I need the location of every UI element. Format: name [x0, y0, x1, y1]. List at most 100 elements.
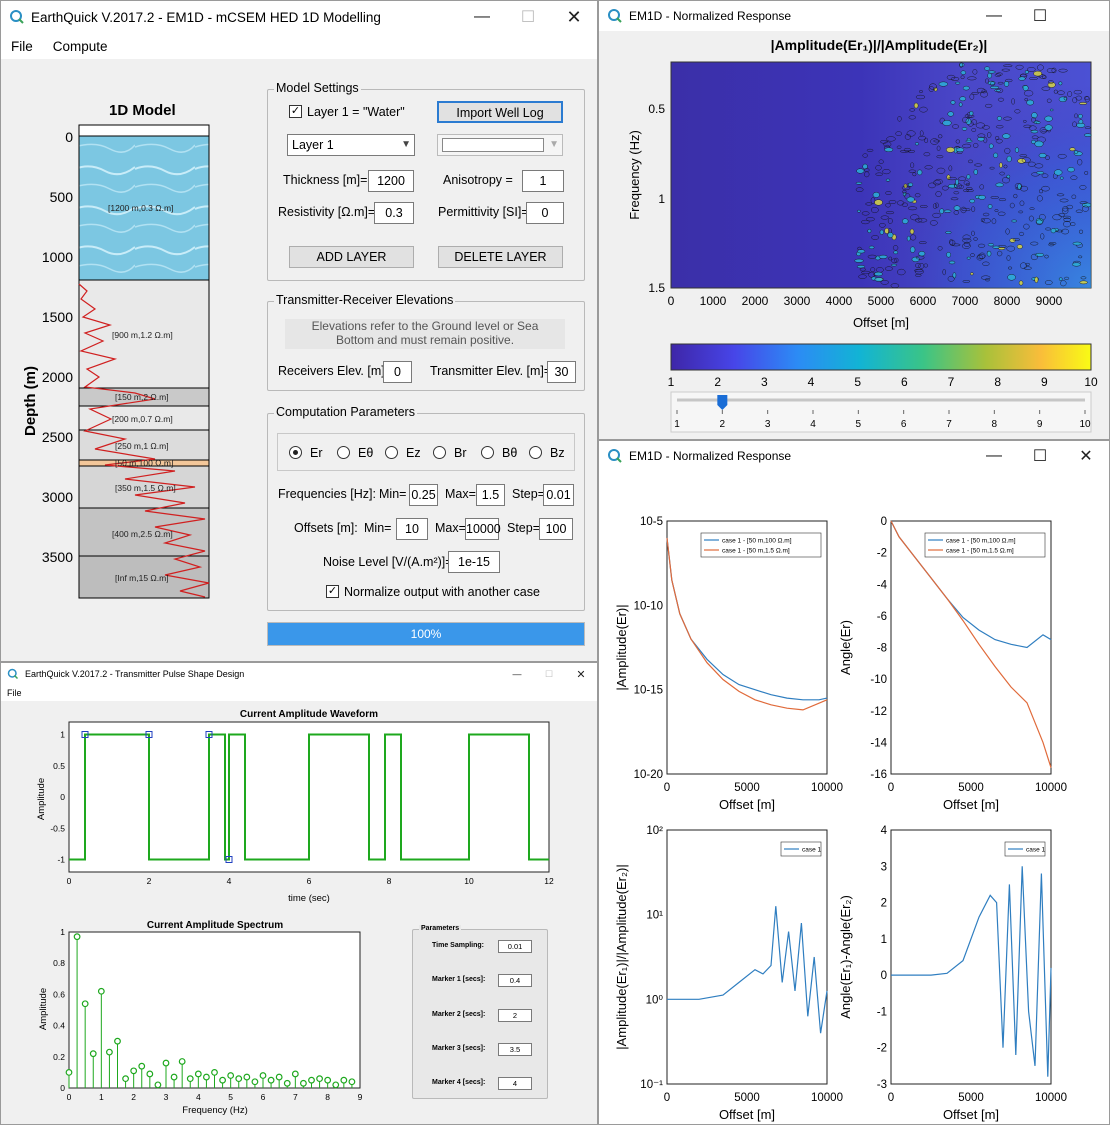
- noise-speck: [1040, 233, 1045, 240]
- x-tick: 8: [325, 1092, 330, 1102]
- x-tick: 10000: [811, 782, 843, 794]
- close-icon[interactable]: ✕: [566, 6, 582, 27]
- freq-max-input[interactable]: 1.5: [476, 484, 505, 506]
- import-well-log-button[interactable]: Import Well Log: [437, 101, 563, 123]
- radio-bz[interactable]: [529, 446, 542, 459]
- noise-speck: [1036, 171, 1045, 175]
- menu-compute[interactable]: Compute: [52, 38, 108, 54]
- permittivity-input[interactable]: 0: [526, 202, 564, 224]
- waveform-marker[interactable]: [81, 731, 89, 738]
- param-marker2-input[interactable]: 2: [498, 1009, 532, 1022]
- normalized-bottom-titlebar[interactable]: EM1D - Normalized Response — ☐ ✕: [599, 441, 1109, 471]
- delete-layer-button[interactable]: DELETE LAYER: [438, 246, 563, 268]
- receivers-input[interactable]: 0: [383, 361, 412, 383]
- off-step-input[interactable]: 100: [539, 518, 573, 540]
- noise-speck: [1078, 113, 1083, 119]
- param-marker1-input[interactable]: 0.4: [498, 974, 532, 987]
- noise-speck: [948, 260, 956, 265]
- layer-select-value: Layer 1: [292, 138, 334, 152]
- heatmap-ylabel: Frequency (Hz): [627, 130, 642, 220]
- noise-speck: [1020, 185, 1029, 192]
- response-plot: 10² 10¹ 10⁰ 10⁻¹0 5000 10000 Offset [m] |Amplit…: [614, 825, 843, 1122]
- noise-speck: [955, 179, 959, 186]
- noise-speck: [861, 219, 870, 225]
- transmitter-input[interactable]: 30: [547, 361, 576, 383]
- spectrum-point: [114, 1037, 121, 1045]
- maximize-icon[interactable]: ☐: [1032, 448, 1048, 465]
- minimize-icon[interactable]: —: [512, 669, 522, 679]
- add-layer-button[interactable]: ADD LAYER: [289, 246, 414, 268]
- normalized-top-titlebar[interactable]: EM1D - Normalized Response — ☐ ✕: [599, 1, 1109, 31]
- close-icon[interactable]: ✕: [1079, 8, 1093, 25]
- y-tick: -1: [57, 855, 65, 865]
- radio-btheta[interactable]: [481, 446, 494, 459]
- level-slider[interactable]: [670, 391, 1092, 433]
- second-select[interactable]: ▼: [437, 134, 563, 156]
- water-checkbox[interactable]: ✓: [289, 105, 302, 118]
- noise-input[interactable]: 1e-15: [448, 551, 500, 573]
- param-marker3-input[interactable]: 3.5: [498, 1043, 532, 1056]
- off-max-input[interactable]: 10000: [465, 518, 501, 540]
- minimize-icon[interactable]: —: [474, 8, 490, 25]
- minimize-icon[interactable]: —: [986, 7, 1002, 24]
- noise-speck: [974, 163, 983, 167]
- param-time-sampling-input[interactable]: 0.01: [498, 940, 532, 953]
- layer-select[interactable]: Layer 1 ▼: [287, 134, 415, 156]
- resistivity-input[interactable]: 0.3: [374, 202, 414, 224]
- noise-speck: [1064, 276, 1070, 280]
- waveform-marker[interactable]: [205, 731, 213, 738]
- pulse-titlebar[interactable]: EarthQuick V.2017.2 - Transmitter Pulse …: [1, 663, 597, 685]
- close-icon[interactable]: ✕: [1079, 448, 1093, 465]
- close-icon[interactable]: ✕: [576, 668, 586, 681]
- resistivity-label: Resistivity [Ω.m]=: [278, 205, 376, 219]
- noise-speck: [909, 108, 916, 112]
- noise-speck: [864, 168, 870, 172]
- noise-speck: [857, 249, 866, 254]
- noise-speck: [1035, 217, 1044, 225]
- noise-speck: [884, 147, 894, 153]
- noise-speck: [999, 162, 1003, 169]
- noise-speck: [1055, 229, 1064, 233]
- maximize-icon[interactable]: ☐: [520, 9, 536, 26]
- freq-min-input[interactable]: 0.25: [409, 484, 438, 506]
- anisotropy-input[interactable]: 1: [522, 170, 564, 192]
- menu-file[interactable]: File: [11, 38, 33, 54]
- minimize-icon[interactable]: —: [986, 447, 1002, 464]
- noise-speck: [991, 218, 997, 225]
- colorbar-tick: 3: [761, 375, 768, 389]
- noise-speck: [885, 178, 891, 182]
- noise-speck: [967, 76, 977, 81]
- noise-speck: [969, 93, 975, 100]
- waveform-marker[interactable]: [145, 731, 153, 738]
- off-min-input[interactable]: 10: [396, 518, 428, 540]
- radio-er[interactable]: [289, 446, 302, 459]
- slider-thumb[interactable]: [717, 395, 728, 410]
- noise-speck: [971, 128, 977, 132]
- waveform-marker[interactable]: [225, 856, 233, 863]
- maximize-icon[interactable]: ☐: [1032, 8, 1048, 25]
- radio-etheta[interactable]: [337, 446, 350, 459]
- noise-speck: [862, 153, 868, 158]
- noise-speck: [1080, 276, 1087, 280]
- freq-step-input[interactable]: 0.01: [543, 484, 574, 506]
- pulse-menu-file[interactable]: File: [7, 688, 22, 698]
- param-marker4-input[interactable]: 4: [498, 1077, 532, 1090]
- main-titlebar[interactable]: EarthQuick V.2017.2 - EM1D - mCSEM HED 1…: [1, 1, 597, 33]
- colorbar: [670, 343, 1092, 371]
- radio-ez[interactable]: [385, 446, 398, 459]
- y-tick: -2: [877, 548, 887, 560]
- noise-speck: [962, 234, 971, 241]
- spectrum-xlabel: Frequency (Hz): [182, 1105, 247, 1116]
- noise-speck: [880, 215, 889, 220]
- noise-speck: [1046, 98, 1052, 103]
- normalize-checkbox[interactable]: ✓: [326, 585, 339, 598]
- spectrum-point: [130, 1067, 138, 1075]
- legend-box: [1004, 841, 1046, 857]
- thickness-input[interactable]: 1200: [368, 170, 414, 192]
- radio-br[interactable]: [433, 446, 446, 459]
- noise-speck: [1026, 99, 1034, 106]
- earthquick-logo-icon: [10, 10, 24, 24]
- noise-speck: [906, 130, 916, 137]
- noise-speck: [959, 96, 967, 102]
- maximize-icon[interactable]: ☐: [544, 668, 554, 679]
